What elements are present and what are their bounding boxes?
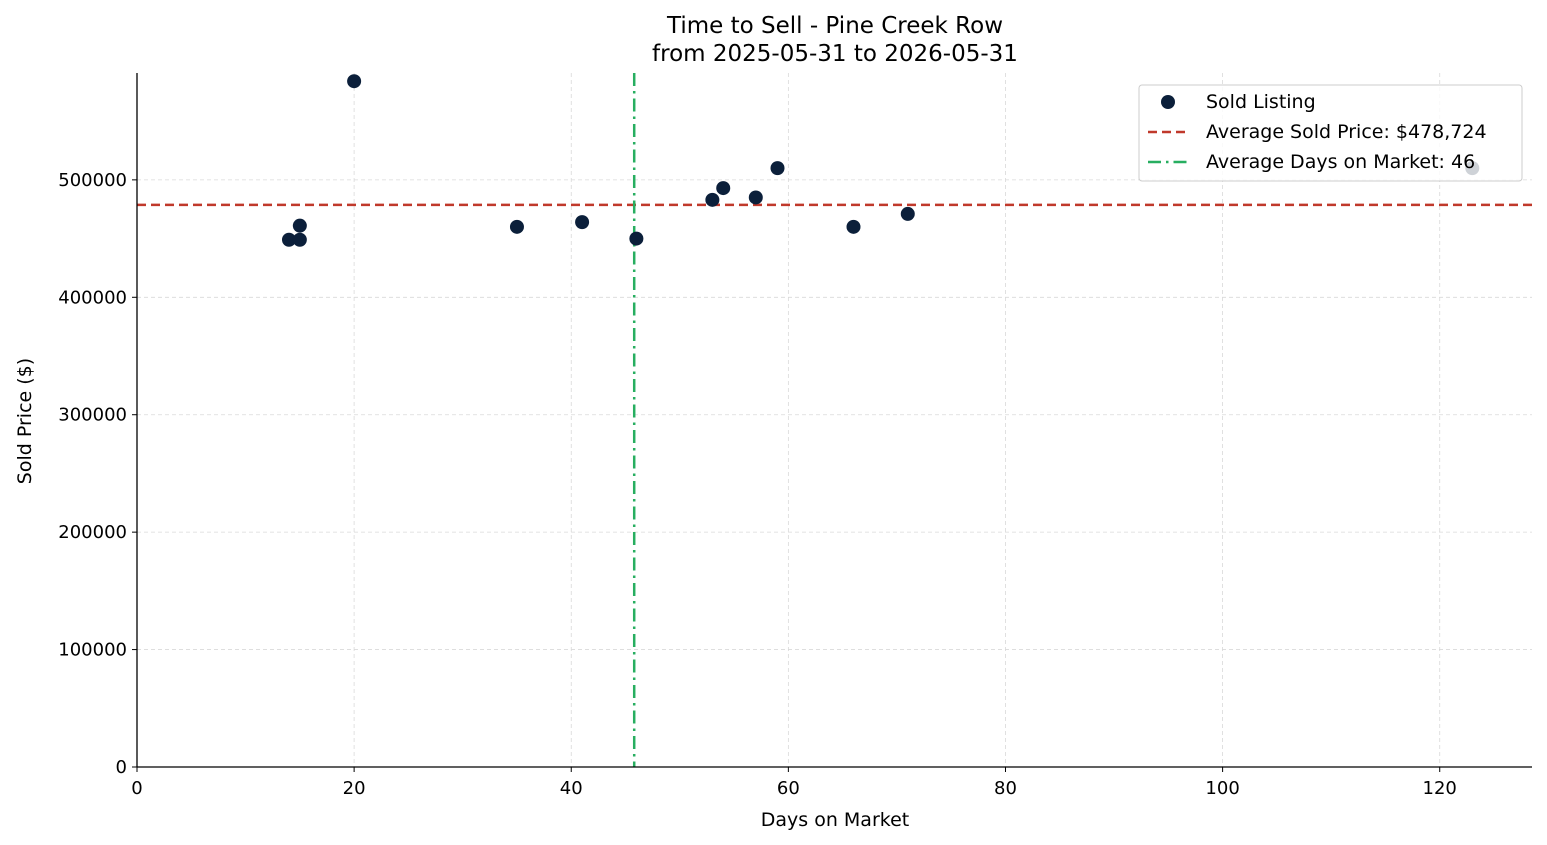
data-point	[705, 192, 720, 207]
legend-label-average-days-on-market: Average Days on Market: 46	[1206, 151, 1475, 173]
legend: Sold Listing Average Sold Price: $478,72…	[1138, 84, 1523, 182]
x-tick-label: 100	[1205, 778, 1239, 799]
y-tick-label: 200000	[58, 522, 127, 543]
y-tick-label: 0	[116, 757, 127, 778]
x-tick-label: 80	[994, 778, 1017, 799]
x-tick-label: 40	[560, 778, 583, 799]
data-point	[716, 181, 731, 196]
data-point	[900, 206, 915, 221]
data-point	[770, 161, 785, 176]
legend-box	[1138, 84, 1523, 182]
y-axis-label: Sold Price ($)	[14, 358, 36, 484]
data-point	[347, 74, 362, 89]
chart-title: Time to Sell - Pine Creek Row	[666, 13, 1003, 39]
x-tick-label: 0	[131, 778, 142, 799]
y-tick-label: 500000	[58, 170, 127, 191]
data-point	[509, 219, 524, 234]
data-point	[748, 190, 763, 205]
ticks: 0 20 40 60 80 100 120 0 100000 200000 300000 400000…	[58, 170, 1457, 799]
y-tick-label: 300000	[58, 405, 127, 426]
legend-label-sold-listing: Sold Listing	[1206, 91, 1316, 113]
axes	[136, 73, 1532, 768]
x-tick-label: 120	[1423, 778, 1457, 799]
data-point	[846, 219, 861, 234]
data-points	[281, 74, 1480, 247]
reference-lines	[137, 73, 1532, 767]
legend-label-average-sold-price: Average Sold Price: $478,724	[1206, 121, 1487, 143]
data-point	[281, 232, 296, 247]
legend-marker-sold-listing	[1161, 95, 1175, 109]
data-point	[629, 231, 644, 246]
y-tick-label: 100000	[58, 640, 127, 661]
y-tick-label: 400000	[58, 287, 127, 308]
chart-subtitle: from 2025-05-31 to 2026-05-31	[652, 41, 1018, 67]
x-tick-label: 20	[343, 778, 366, 799]
data-point	[575, 215, 590, 230]
data-point	[292, 218, 307, 233]
x-axis-label: Days on Market	[761, 809, 909, 831]
x-tick-label: 60	[777, 778, 800, 799]
data-point	[292, 232, 307, 247]
